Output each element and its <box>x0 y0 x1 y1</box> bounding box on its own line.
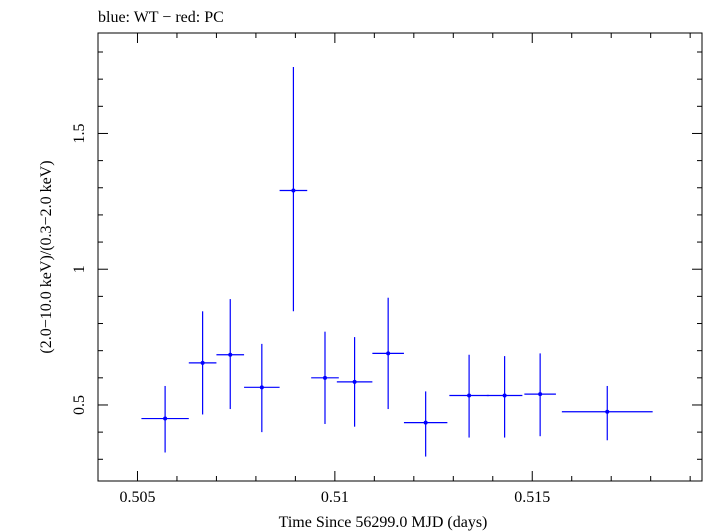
data-point <box>486 356 523 438</box>
y-tick-label: 1 <box>71 265 88 273</box>
data-point <box>188 311 217 415</box>
data-point <box>403 391 448 457</box>
x-axis: 0.505 0.51 0.515 <box>119 33 691 506</box>
plot-frame <box>97 32 703 482</box>
y-axis-label: (2.0−10.0 keV)/(0.3−2.0 keV) <box>38 160 55 353</box>
data-point <box>216 299 245 410</box>
y-axis: 0.5 1 1.5 <box>71 51 702 460</box>
data-point <box>311 331 339 424</box>
point-marker <box>605 409 610 414</box>
point-marker <box>259 385 264 390</box>
point-marker <box>163 416 168 421</box>
point-marker <box>322 375 327 380</box>
point-marker <box>423 420 428 425</box>
y-tick-label: 0.5 <box>71 395 88 415</box>
data-point <box>561 385 653 441</box>
data-point <box>336 337 373 427</box>
point-marker <box>228 352 233 357</box>
point-marker <box>291 188 296 193</box>
point-marker <box>352 379 357 384</box>
point-marker <box>200 360 205 365</box>
point-marker <box>538 392 543 397</box>
data-point <box>449 354 489 438</box>
x-tick-label: 0.515 <box>514 489 550 506</box>
x-tick-label: 0.505 <box>119 489 155 506</box>
data-point <box>244 343 280 433</box>
x-tick-label: 0.51 <box>321 489 349 506</box>
point-marker <box>502 393 507 398</box>
x-axis-label: Time Since 56299.0 MJD (days) <box>279 514 488 531</box>
point-marker <box>467 393 472 398</box>
data-point <box>141 385 189 453</box>
data-point <box>372 297 404 410</box>
chart-title: blue: WT − red: PC <box>98 9 224 26</box>
data-point <box>524 353 556 437</box>
point-marker <box>386 351 391 356</box>
data-point <box>279 66 308 312</box>
y-tick-label: 1.5 <box>71 123 88 143</box>
data-points <box>141 66 653 457</box>
